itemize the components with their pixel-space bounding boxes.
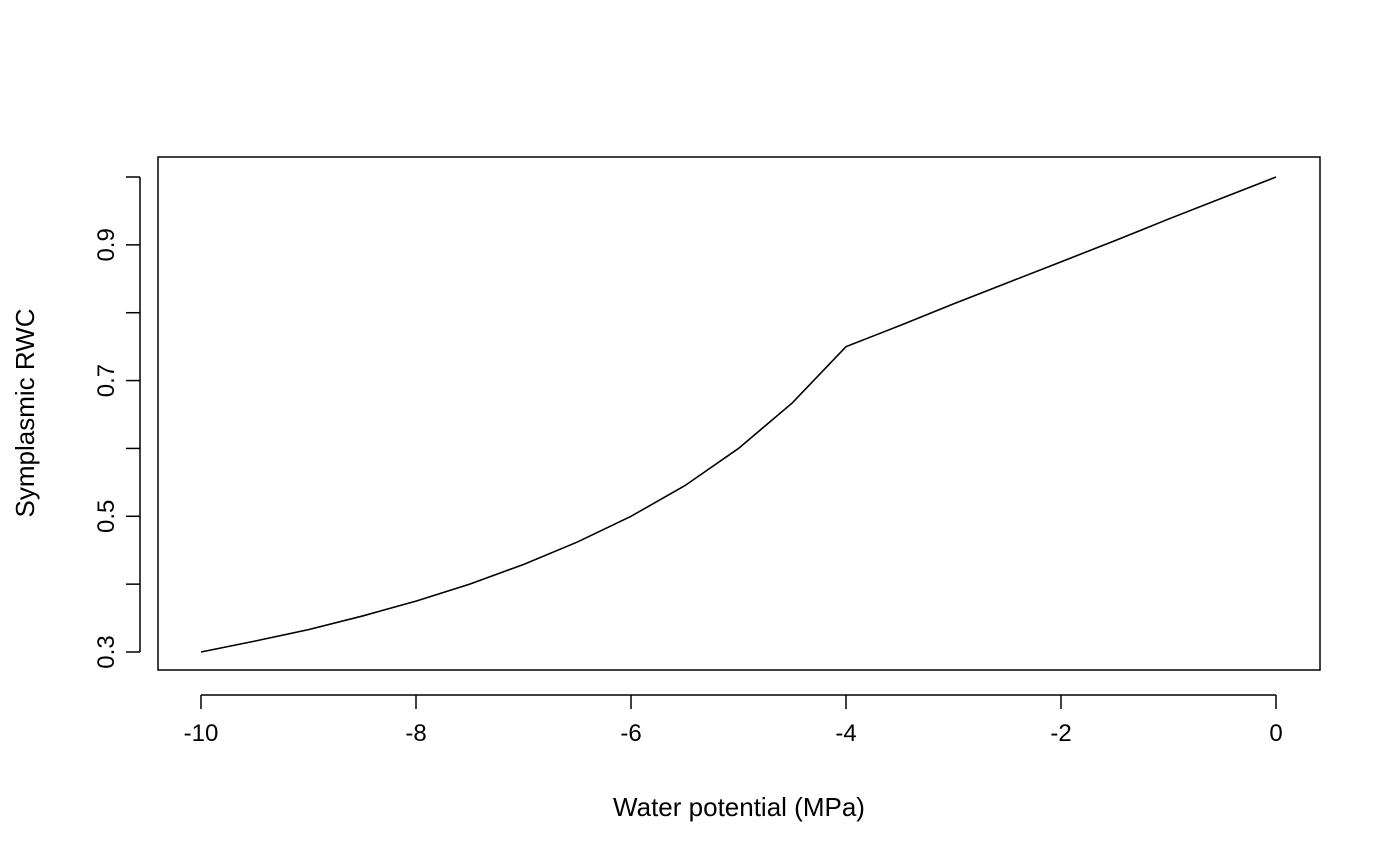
x-tick-label: -4 [835, 720, 856, 747]
y-axis: 0.3 0.5 0.7 0.9 [93, 176, 141, 669]
series-group [200, 176, 1277, 653]
x-tick-label: -2 [1050, 720, 1071, 747]
plot-area-frame [157, 156, 1321, 671]
y-tick-label: 0.5 [93, 500, 120, 533]
y-tick-label: 0.9 [93, 228, 120, 261]
y-tick-label: 0.7 [93, 364, 120, 397]
y-axis-title: Symplasmic RWC [10, 309, 40, 518]
x-tick-label: 0 [1269, 720, 1282, 747]
x-tick-label: -10 [184, 720, 219, 747]
series-line [200, 176, 1277, 653]
x-axis-title: Water potential (MPa) [613, 792, 865, 822]
x-axis: -10 -8 -6 -4 -2 0 [184, 694, 1283, 747]
x-tick-label: -8 [405, 720, 426, 747]
y-tick-label: 0.3 [93, 635, 120, 668]
x-tick-label: -6 [620, 720, 641, 747]
